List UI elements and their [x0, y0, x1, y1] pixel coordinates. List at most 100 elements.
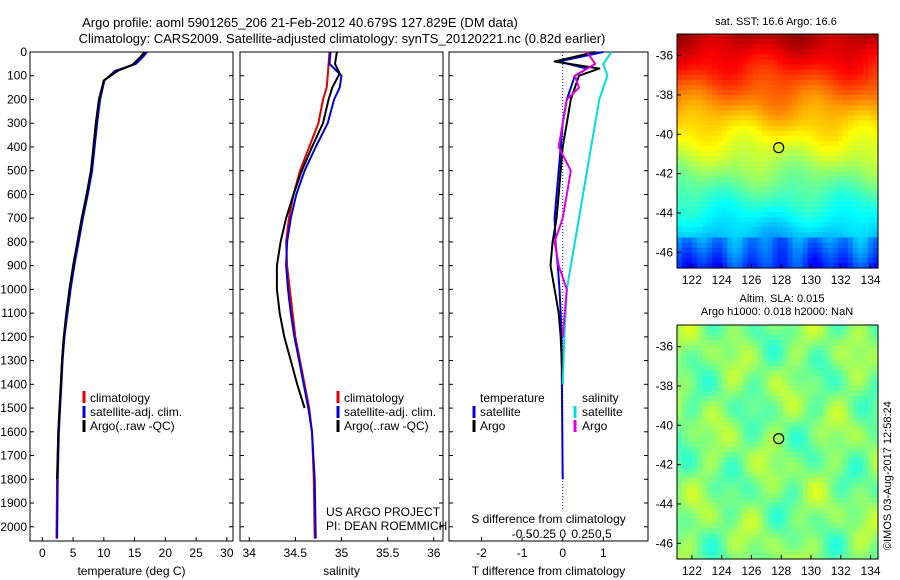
- map-cell: [702, 513, 708, 519]
- map-cell: [707, 79, 713, 86]
- map-cell: [717, 222, 723, 228]
- map-cell: [847, 528, 854, 535]
- map-cell: [762, 533, 769, 540]
- map-cell: [807, 186, 814, 193]
- map-x-tick-label: 124: [712, 273, 732, 287]
- map-cell: [692, 49, 698, 55]
- map-cell: [807, 89, 814, 96]
- map-cell: [837, 59, 844, 66]
- map-cell: [857, 257, 864, 264]
- map-cell: [847, 176, 854, 183]
- map-cell: [867, 370, 874, 377]
- map-cell: [727, 380, 733, 387]
- map-cell: [822, 396, 829, 402]
- map-cell: [827, 426, 834, 433]
- map-cell: [687, 69, 693, 76]
- map-cell: [692, 166, 698, 172]
- map-cell: [782, 105, 789, 111]
- map-cell: [742, 497, 748, 504]
- map-cell: [812, 222, 819, 228]
- map-cell: [872, 401, 879, 407]
- map-cell: [872, 431, 879, 438]
- map-cell: [702, 95, 708, 101]
- map-cell: [752, 237, 759, 244]
- map-cell: [677, 538, 683, 545]
- map-cell: [722, 217, 728, 223]
- map-cell: [742, 130, 748, 137]
- map-cell: [692, 44, 698, 50]
- map-cell: [757, 406, 764, 413]
- map-cell: [712, 140, 718, 147]
- map-cell: [687, 330, 693, 336]
- map-cell: [692, 196, 698, 203]
- map-cell: [732, 69, 738, 76]
- map-cell: [802, 166, 809, 172]
- map-cell: [722, 406, 728, 413]
- map-cell: [707, 222, 713, 228]
- map-cell: [867, 257, 874, 264]
- map-cell: [787, 462, 794, 469]
- map-cell: [772, 212, 779, 218]
- map-cell: [807, 355, 814, 362]
- map-cell: [787, 84, 794, 91]
- map-cell: [872, 380, 879, 387]
- map-cell: [682, 74, 688, 81]
- map-cell: [712, 125, 718, 132]
- map-cell: [777, 518, 784, 524]
- map-cell: [807, 130, 814, 137]
- map-cell: [857, 375, 864, 382]
- map-cell: [732, 487, 738, 494]
- map-cell: [762, 375, 769, 382]
- map-cell: [802, 74, 809, 81]
- map-cell: [812, 151, 819, 157]
- map-cell: [692, 64, 698, 71]
- map-cell: [857, 370, 864, 377]
- map-cell: [767, 426, 774, 433]
- map-cell: [847, 335, 854, 341]
- map-cell: [777, 95, 784, 101]
- map-cell: [872, 335, 879, 341]
- map-cell: [847, 100, 854, 106]
- map-cell: [792, 360, 799, 367]
- map-cell: [742, 247, 748, 254]
- map-cell: [747, 442, 753, 448]
- map-cell: [792, 513, 799, 519]
- map-cell: [872, 365, 879, 372]
- map-cell: [757, 518, 764, 524]
- x-tick-label: 25: [189, 546, 203, 560]
- map-cell: [762, 217, 769, 223]
- map-cell: [872, 171, 879, 178]
- map-cell: [707, 335, 713, 341]
- map-cell: [712, 330, 718, 336]
- map-cell: [862, 442, 869, 448]
- map-cell: [747, 39, 753, 45]
- map-cell: [782, 242, 789, 249]
- map-cell: [692, 482, 698, 489]
- map-cell: [817, 201, 824, 208]
- map-cell: [682, 105, 688, 111]
- map-cell: [787, 227, 794, 233]
- map-cell: [817, 411, 824, 418]
- map-cell: [817, 462, 824, 469]
- map-cell: [757, 166, 764, 172]
- map-cell: [747, 222, 753, 228]
- map-cell: [842, 79, 849, 86]
- map-cell: [857, 64, 864, 71]
- map-cell: [857, 436, 864, 443]
- x-tick-label: 36: [427, 546, 441, 560]
- map-cell: [867, 95, 874, 101]
- map-cell: [712, 513, 718, 519]
- map-cell: [807, 411, 814, 418]
- map-cell: [777, 84, 784, 91]
- map-cell: [757, 54, 764, 61]
- map-cell: [817, 257, 824, 264]
- map-cell: [832, 533, 839, 540]
- map-cell: [732, 120, 738, 127]
- map-cell: [787, 166, 794, 172]
- map-cell: [817, 396, 824, 402]
- map-cell: [767, 145, 774, 152]
- legend-climatology-label: climatology: [90, 391, 150, 405]
- map-cell: [812, 370, 819, 377]
- map-cell: [782, 156, 789, 162]
- map-cell: [767, 34, 774, 40]
